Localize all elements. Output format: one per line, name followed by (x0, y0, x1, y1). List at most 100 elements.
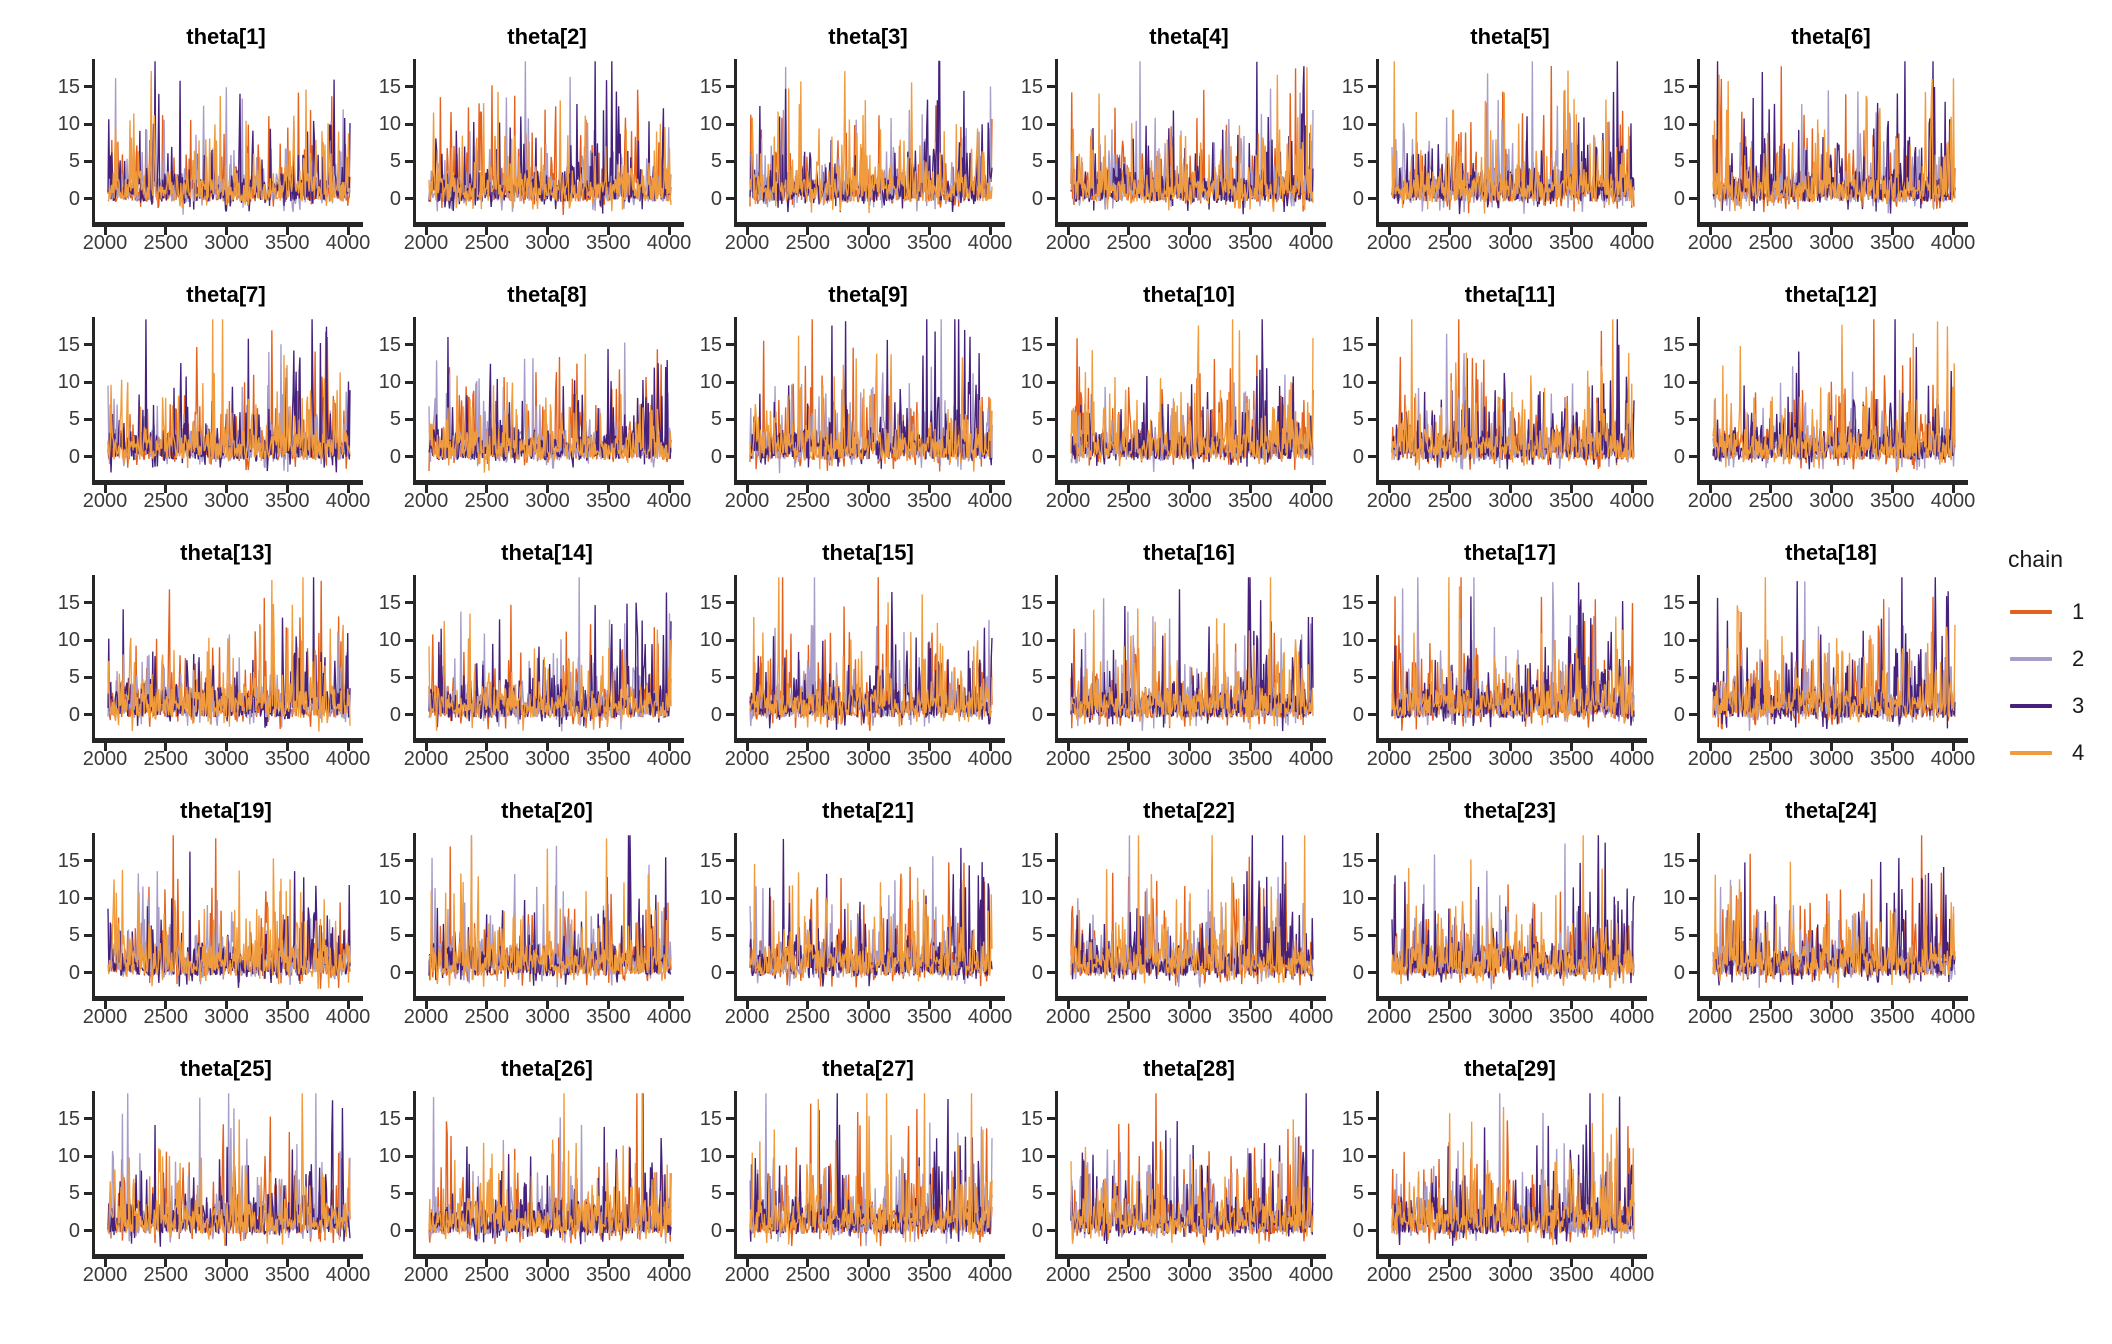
y-tick-label: 0 (1352, 1219, 1364, 1242)
y-tick-mark (84, 122, 92, 126)
trace-canvas (1700, 575, 1968, 738)
x-tick-label: 4000 (967, 1006, 1013, 1028)
x-tick-mark (285, 227, 289, 235)
y-tick-mark (726, 896, 734, 900)
facet-title: theta[25] (180, 1056, 272, 1081)
y-tick-mark (1047, 122, 1055, 126)
y-tick-label: 15 (1341, 1107, 1364, 1130)
x-tick-label: 4000 (325, 232, 371, 254)
trace-panel: theta[17] 15 10 5 0 2000 2500 3000 3500 4000 (1314, 526, 1655, 784)
y-tick-mark (1047, 675, 1055, 679)
x-tick-label: 3000 (846, 748, 891, 770)
x-tick-mark (164, 743, 168, 751)
y-tick-label: 5 (1352, 408, 1364, 431)
y-tick-mark (1368, 122, 1376, 126)
y-tick-mark (405, 417, 413, 421)
y-tick-label: 10 (699, 629, 722, 652)
y-tick-mark (1047, 1154, 1055, 1158)
trace-panel: theta[5] 15 10 5 0 2000 2500 3000 3500 4000 (1314, 10, 1655, 268)
x-tick-mark (1387, 1259, 1391, 1267)
x-tick-label: 2500 (464, 1006, 510, 1028)
y-tick-label: 15 (699, 591, 722, 614)
y-tick-label: 10 (378, 371, 401, 394)
x-tick-label: 3000 (525, 232, 570, 254)
y-tick-mark (1368, 1191, 1376, 1195)
y-tick-mark (84, 455, 92, 459)
trace-canvas (95, 59, 363, 222)
x-tick-mark (927, 227, 931, 235)
facet-title: theta[5] (1470, 24, 1550, 49)
x-tick-label: 3000 (1488, 1264, 1533, 1286)
facet-title: theta[11] (1464, 282, 1556, 307)
trace-panel: theta[4] 15 10 5 0 2000 2500 3000 3500 4000 (993, 10, 1334, 268)
x-tick-mark (1309, 227, 1313, 235)
plot-area (1697, 59, 1968, 227)
y-tick-mark (84, 343, 92, 347)
y-tick-label: 5 (1031, 150, 1043, 173)
x-tick-label: 2000 (403, 232, 449, 254)
x-tick-mark (164, 1259, 168, 1267)
x-tick-mark (225, 227, 228, 235)
x-tick-label: 2500 (143, 1264, 189, 1286)
x-tick-mark (1066, 227, 1070, 235)
y-tick-mark (1047, 1229, 1055, 1233)
x-tick-label: 2000 (724, 1264, 770, 1286)
x-tick-label: 4000 (1288, 748, 1334, 770)
y-tick-mark (1689, 713, 1697, 717)
y-tick-mark (1368, 601, 1376, 605)
plot-area (1376, 833, 1647, 1001)
y-tick-mark (1368, 1229, 1376, 1233)
facet-title: theta[8] (507, 282, 587, 307)
x-tick-mark (745, 1259, 749, 1267)
y-tick-label: 10 (1020, 371, 1043, 394)
x-tick-mark (988, 485, 992, 493)
facet-title: theta[12] (1785, 282, 1877, 307)
x-tick-mark (546, 485, 549, 493)
y-tick-mark (1368, 859, 1376, 863)
x-tick-mark (667, 1001, 671, 1009)
y-tick-label: 5 (68, 150, 80, 173)
x-tick-label: 2000 (1366, 1264, 1412, 1286)
x-tick-mark (285, 1001, 289, 1009)
x-tick-label: 3500 (907, 490, 952, 512)
y-tick-mark (1689, 638, 1697, 642)
trace-panel: theta[3] 15 10 5 0 2000 2500 3000 3500 4000 (672, 10, 1013, 268)
x-tick-label: 4000 (1930, 748, 1976, 770)
trace-canvas (416, 59, 684, 222)
x-tick-mark (485, 1001, 489, 1009)
y-tick-label: 15 (57, 591, 80, 614)
x-tick-mark (1248, 1259, 1252, 1267)
y-tick-mark (1047, 896, 1055, 900)
y-tick-mark (1368, 85, 1376, 89)
y-tick-label: 5 (710, 1182, 722, 1205)
x-tick-mark (1630, 227, 1634, 235)
x-tick-label: 3000 (1809, 232, 1854, 254)
y-tick-mark (726, 933, 734, 937)
y-tick-mark (726, 343, 734, 347)
x-tick-label: 2500 (1427, 232, 1473, 254)
x-tick-label: 2000 (82, 1264, 128, 1286)
x-tick-label: 4000 (1288, 232, 1334, 254)
x-tick-mark (927, 485, 931, 493)
x-tick-mark (1630, 1001, 1634, 1009)
plot-area (413, 317, 684, 485)
x-tick-label: 3500 (1870, 490, 1915, 512)
x-tick-label: 2000 (1687, 1006, 1733, 1028)
y-tick-label: 5 (1352, 1182, 1364, 1205)
x-tick-mark (346, 743, 350, 751)
x-tick-label: 3000 (204, 232, 249, 254)
trace-canvas (1379, 1091, 1647, 1254)
y-tick-mark (726, 1229, 734, 1233)
y-tick-mark (1368, 159, 1376, 163)
trace-panel: theta[28] 15 10 5 0 2000 2500 3000 3500 4000 (993, 1042, 1334, 1300)
y-tick-label: 10 (1341, 1145, 1364, 1168)
y-tick-mark (1047, 455, 1055, 459)
x-tick-label: 2500 (1106, 490, 1152, 512)
x-tick-mark (988, 743, 992, 751)
y-tick-label: 5 (68, 408, 80, 431)
y-tick-mark (726, 122, 734, 126)
x-tick-label: 3000 (1809, 1006, 1854, 1028)
y-tick-label: 10 (1020, 113, 1043, 136)
x-tick-label: 4000 (967, 748, 1013, 770)
x-tick-mark (1569, 743, 1573, 751)
